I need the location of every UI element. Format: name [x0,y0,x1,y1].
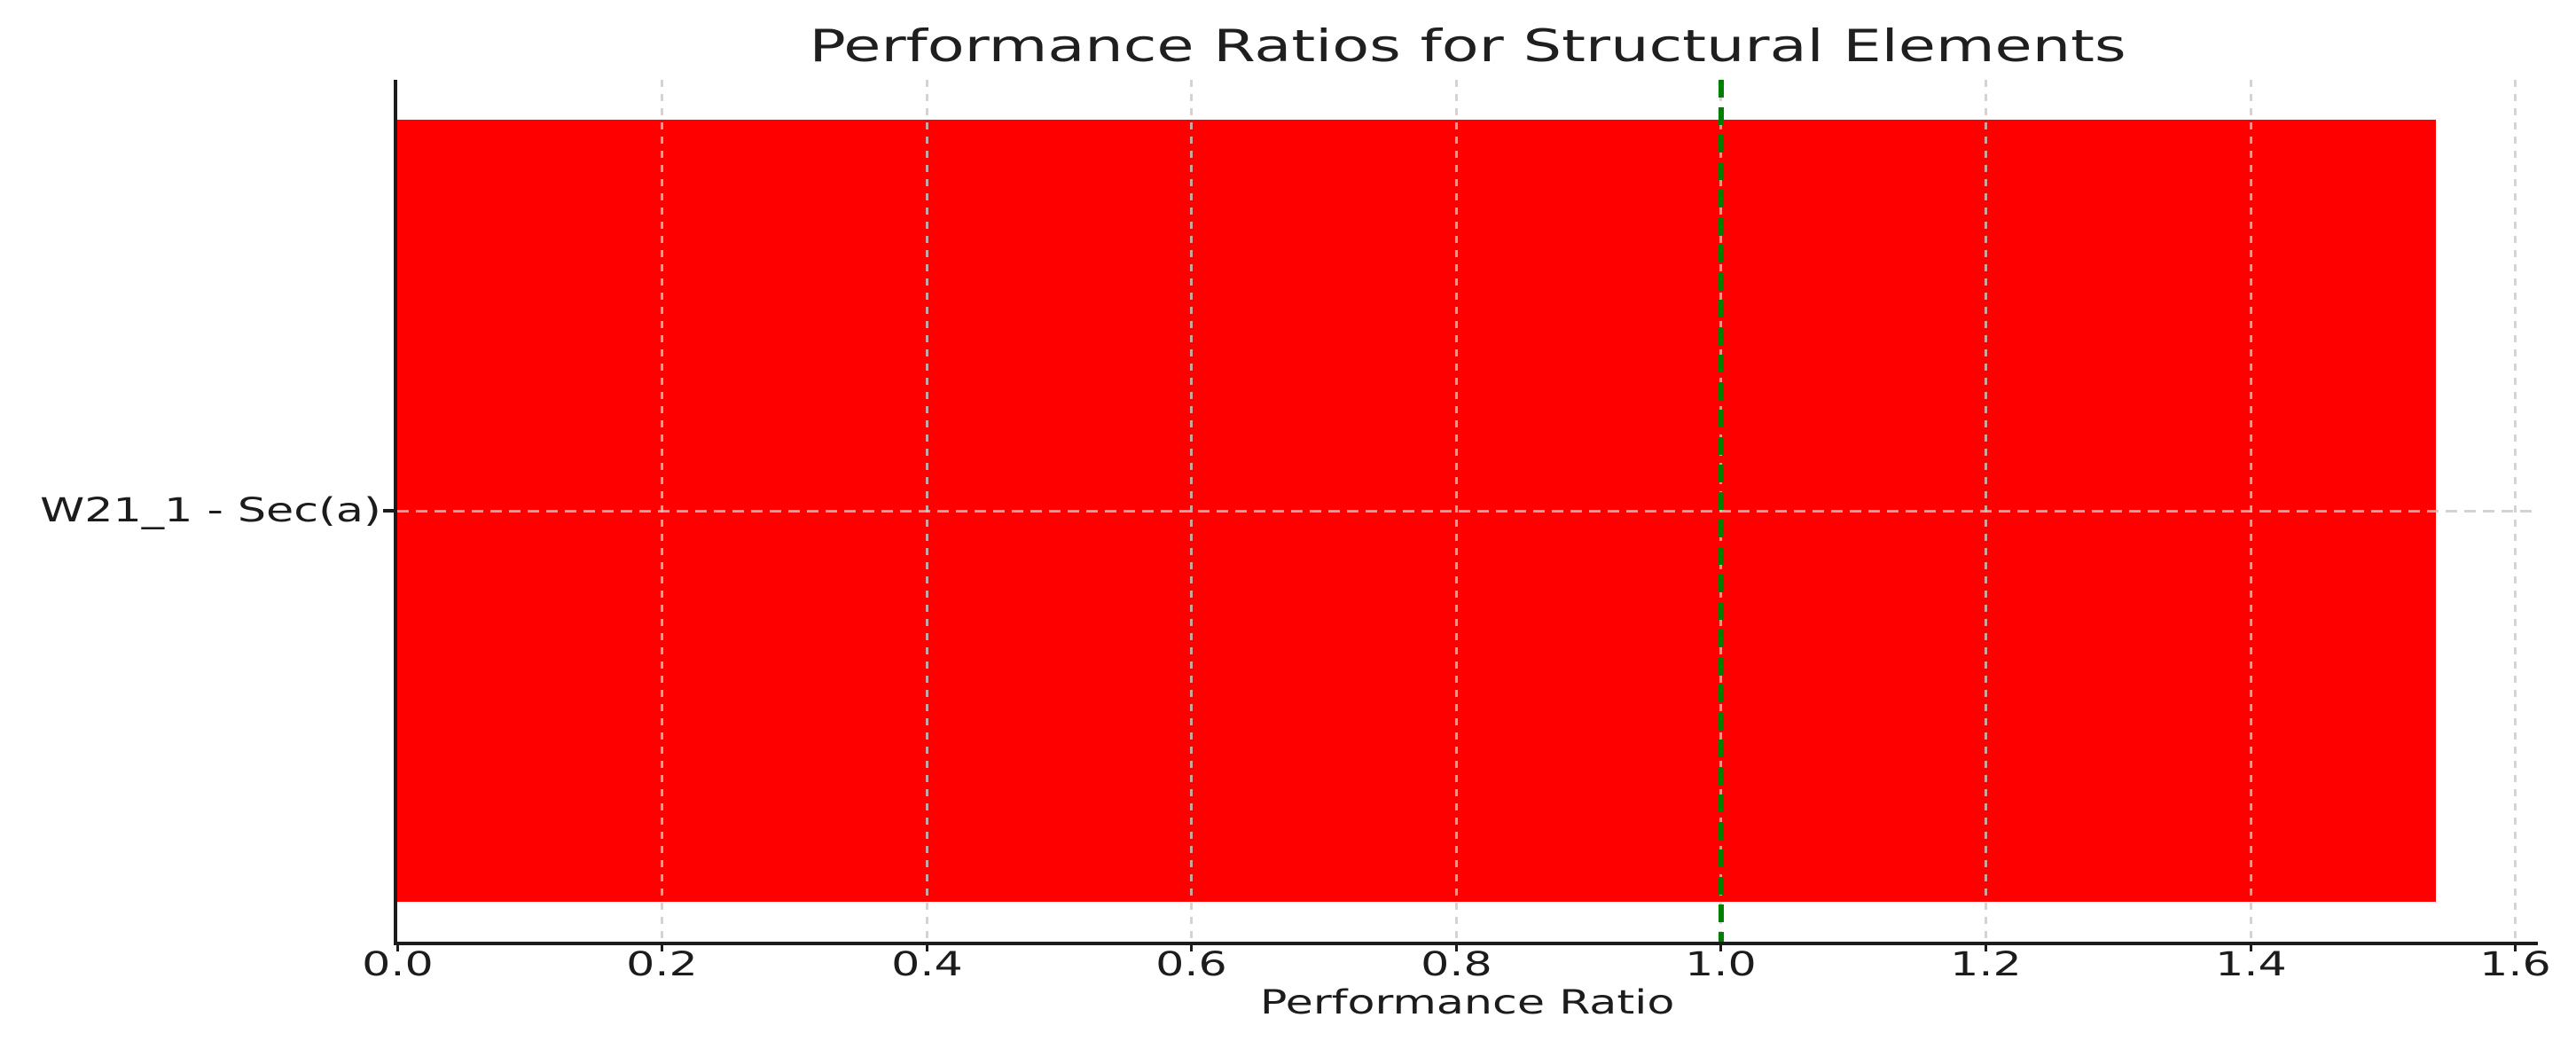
x-tick-label: 1.4 [2180,946,2322,983]
y-gridline [397,509,2538,513]
x-tick-label: 0.2 [591,946,733,983]
x-tick-label-text: 0.2 [626,945,698,983]
x-tick-mark [1719,942,1723,951]
x-tick-label-text: 1.2 [1950,945,2022,983]
x-tick-mark [1190,942,1194,951]
threshold-line [1718,80,1724,942]
y-category-text: W21_1 - Sec(a) [40,491,381,529]
x-tick-label: 0.6 [1121,946,1263,983]
x-tick-mark [661,942,664,951]
x-tick-label-text: 1.6 [2479,945,2551,983]
y-axis-spine [394,80,397,942]
x-tick-label-text: 0.4 [890,945,963,983]
x-tick-label: 0.0 [326,946,468,983]
plot-area [394,80,2538,945]
x-tick-label: 1.0 [1650,946,1792,983]
x-axis-label-text: Performance Ratio [1260,983,1675,1021]
x-tick-label-text: 1.0 [1685,945,1758,983]
x-tick-mark [1984,942,1987,951]
x-tick-mark [925,942,928,951]
x-tick-label: 1.6 [2445,946,2576,983]
y-tick-mark [383,509,394,513]
x-tick-label: 0.4 [856,946,998,983]
x-axis-spine [394,942,2538,945]
x-tick-mark [395,942,399,951]
x-tick-label: 1.2 [1914,946,2056,983]
y-tick-label: W21_1 - Sec(a) [0,491,381,530]
x-tick-label: 0.8 [1385,946,1527,983]
x-tick-label-text: 0.8 [1420,945,1492,983]
chart-title-text: Performance Ratios for Structural Elemen… [809,20,2126,72]
x-tick-label-text: 0.6 [1155,945,1228,983]
x-tick-label-text: 1.4 [2214,945,2287,983]
x-tick-mark [1454,942,1458,951]
chart-title: Performance Ratios for Structural Elemen… [397,20,2538,73]
x-tick-mark [2249,942,2252,951]
x-tick-label-text: 0.0 [361,945,434,983]
x-tick-mark [2514,942,2517,951]
x-axis-label: Performance Ratio [397,982,2538,1023]
